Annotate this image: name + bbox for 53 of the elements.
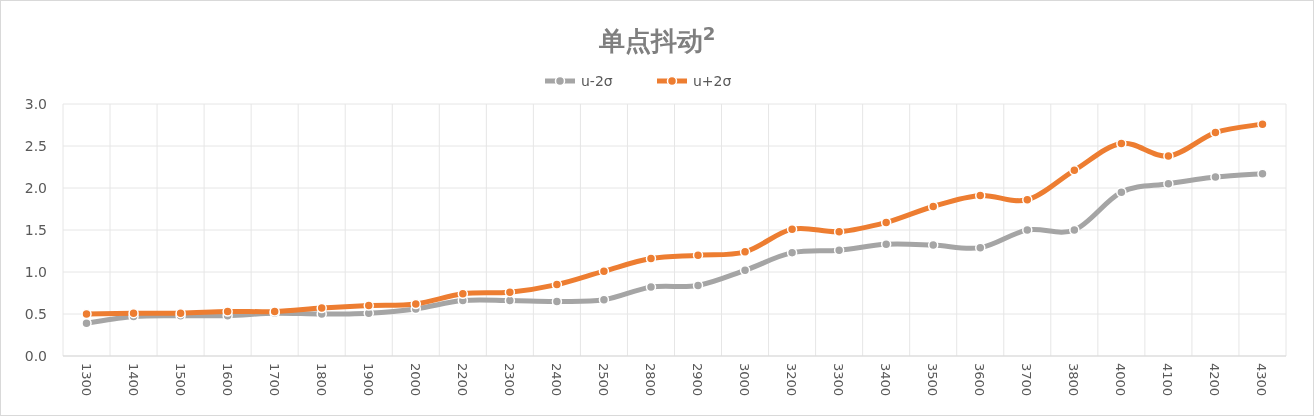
point	[128, 307, 139, 319]
point	[81, 308, 92, 320]
x-tick-label: 3700	[1019, 363, 1035, 397]
point	[927, 201, 939, 212]
point	[222, 306, 233, 317]
x-tick-label: 3200	[784, 363, 800, 397]
chart-title: 单点抖动$^{2}$	[597, 22, 716, 56]
x-tick-label: 1900	[360, 363, 376, 397]
point	[1116, 138, 1127, 149]
x-tick-label: 3800	[1066, 363, 1082, 397]
x-tick-label: 2800	[642, 363, 658, 397]
x-tick-label: 4100	[1160, 363, 1176, 397]
point	[551, 279, 563, 290]
point	[975, 190, 986, 201]
point	[1069, 165, 1080, 176]
x-tick-label: 1600	[219, 363, 235, 397]
x-tick-label: 3600	[972, 363, 988, 397]
y-tick-label: 0.0	[24, 348, 47, 364]
point	[363, 300, 374, 311]
point	[316, 302, 327, 314]
y-tick-label: 3.0	[24, 96, 47, 112]
x-tick-label: 1300	[78, 363, 94, 397]
y-tick-label: 2.5	[24, 138, 47, 154]
point	[880, 217, 892, 228]
x-tick-label: 2900	[690, 363, 706, 397]
point	[692, 280, 704, 291]
legend-label: u-2σ	[581, 73, 613, 89]
x-tick-label: 3400	[878, 363, 894, 397]
x-tick-label: 2200	[454, 363, 470, 397]
point	[551, 296, 563, 307]
x-tick-label: 1500	[172, 363, 188, 397]
x-tick-label: 4000	[1113, 363, 1129, 397]
x-tick-label: 2500	[595, 363, 611, 397]
point	[1210, 127, 1221, 138]
y-tick-label: 1.5	[24, 222, 47, 238]
x-tick-label: 2300	[501, 363, 517, 397]
point	[1116, 186, 1127, 198]
x-tick-label: 2000	[407, 363, 423, 397]
point	[410, 298, 422, 310]
legend-label: u+2σ	[693, 73, 732, 89]
x-tick-label: 3300	[831, 363, 847, 397]
x-tick-label: 3000	[737, 363, 753, 397]
x-tick-label: 3500	[925, 363, 941, 397]
point	[645, 253, 657, 264]
x-tick-label: 1400	[125, 363, 141, 397]
x-tick-label: 4200	[1207, 363, 1223, 397]
y-tick-label: 1.0	[24, 264, 47, 280]
x-tick-label: 1700	[266, 363, 282, 397]
y-tick-label: 0.5	[24, 306, 47, 322]
x-tick-label: 2400	[548, 363, 564, 397]
x-tick-label: 1800	[313, 363, 329, 397]
y-tick-label: 2.0	[24, 180, 47, 196]
x-tick-label: 4300	[1254, 363, 1270, 397]
